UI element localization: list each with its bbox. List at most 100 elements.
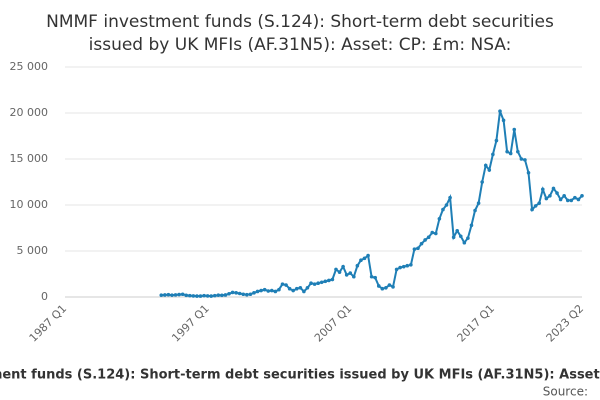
x-tick-label: 1987 Q1 <box>27 302 70 345</box>
data-point <box>501 118 506 123</box>
data-point <box>444 203 449 207</box>
data-point <box>284 283 288 287</box>
data-point <box>237 291 242 296</box>
data-point <box>473 208 477 213</box>
y-tick-label: 20 000 <box>10 106 49 119</box>
data-point <box>434 231 438 236</box>
data-point <box>191 294 196 298</box>
data-point <box>248 292 253 297</box>
data-point <box>273 289 278 294</box>
data-point <box>519 157 524 161</box>
data-point <box>341 264 345 269</box>
data-point <box>437 217 442 221</box>
data-point <box>533 204 538 208</box>
data-point <box>380 286 385 291</box>
data-point <box>462 240 467 245</box>
data-point <box>312 282 317 286</box>
data-point <box>565 198 570 203</box>
data-point <box>255 289 260 294</box>
x-tick-label: 2023 Q2 <box>544 302 587 345</box>
data-point <box>241 292 246 297</box>
data-point <box>159 293 164 297</box>
data-point <box>302 289 306 294</box>
data-point <box>401 264 406 269</box>
data-point <box>430 230 435 235</box>
data-point <box>530 207 534 212</box>
data-point <box>494 138 499 143</box>
y-tick-label: 0 <box>41 290 48 303</box>
data-point <box>580 194 584 198</box>
data-point <box>309 281 313 286</box>
data-point <box>359 258 363 263</box>
chart-title: NMMF investment funds (S.124): Short-ter… <box>46 12 554 55</box>
data-point <box>391 285 395 289</box>
data-point <box>352 274 356 279</box>
source-label: Source: <box>543 385 588 399</box>
data-point <box>512 127 517 132</box>
y-tick-label: 25 000 <box>10 60 49 73</box>
data-point <box>173 293 178 297</box>
data-point <box>373 275 378 280</box>
data-point <box>209 294 213 298</box>
data-point <box>508 151 513 156</box>
data-point <box>544 196 549 201</box>
data-point <box>262 287 267 292</box>
data-point <box>212 293 217 298</box>
data-point <box>198 294 203 298</box>
data-point <box>163 293 167 297</box>
data-point <box>316 281 320 286</box>
data-point <box>412 247 417 251</box>
data-point <box>298 286 303 290</box>
data-point <box>448 195 452 200</box>
data-point <box>540 187 545 192</box>
data-point <box>327 278 331 283</box>
data-point <box>409 263 413 267</box>
data-point <box>366 253 370 258</box>
data-point <box>230 290 235 295</box>
data-point <box>184 293 189 298</box>
data-point <box>330 277 335 282</box>
data-point <box>405 263 410 268</box>
data-point <box>334 267 338 272</box>
data-point <box>337 270 342 274</box>
data-point <box>562 194 566 198</box>
data-point <box>195 294 199 298</box>
data-point <box>277 287 281 292</box>
data-point <box>426 235 431 239</box>
data-point <box>266 289 271 293</box>
data-point <box>555 191 559 195</box>
y-tick-label: 15 000 <box>10 152 49 165</box>
data-point <box>227 291 231 296</box>
data-point <box>223 293 228 297</box>
data-point <box>551 186 556 191</box>
data-point <box>166 292 171 297</box>
data-point <box>305 286 310 290</box>
data-point <box>344 273 349 277</box>
data-point <box>259 288 263 293</box>
data-point <box>487 168 492 172</box>
data-point <box>573 195 577 200</box>
data-point <box>569 198 574 203</box>
data-point <box>234 291 238 295</box>
data-point <box>355 263 360 268</box>
data-point <box>458 234 463 239</box>
data-point <box>319 280 324 285</box>
data-line <box>161 110 583 298</box>
data-point <box>548 194 552 198</box>
data-point <box>348 271 353 275</box>
x-tick-label: 1997 Q1 <box>169 302 212 345</box>
data-point <box>369 274 374 279</box>
data-point <box>362 256 367 261</box>
data-point <box>387 283 392 287</box>
data-point <box>394 267 399 272</box>
x-tick-label: 2017 Q1 <box>455 302 498 345</box>
footer-title: NMMF investment funds (S.124): Short-ter… <box>0 368 600 383</box>
data-point <box>526 171 531 175</box>
data-point <box>220 293 224 298</box>
data-point <box>177 292 181 297</box>
data-point <box>480 180 484 184</box>
data-point <box>398 265 402 270</box>
y-tick-label: 5 000 <box>17 244 49 257</box>
data-point <box>516 149 520 154</box>
